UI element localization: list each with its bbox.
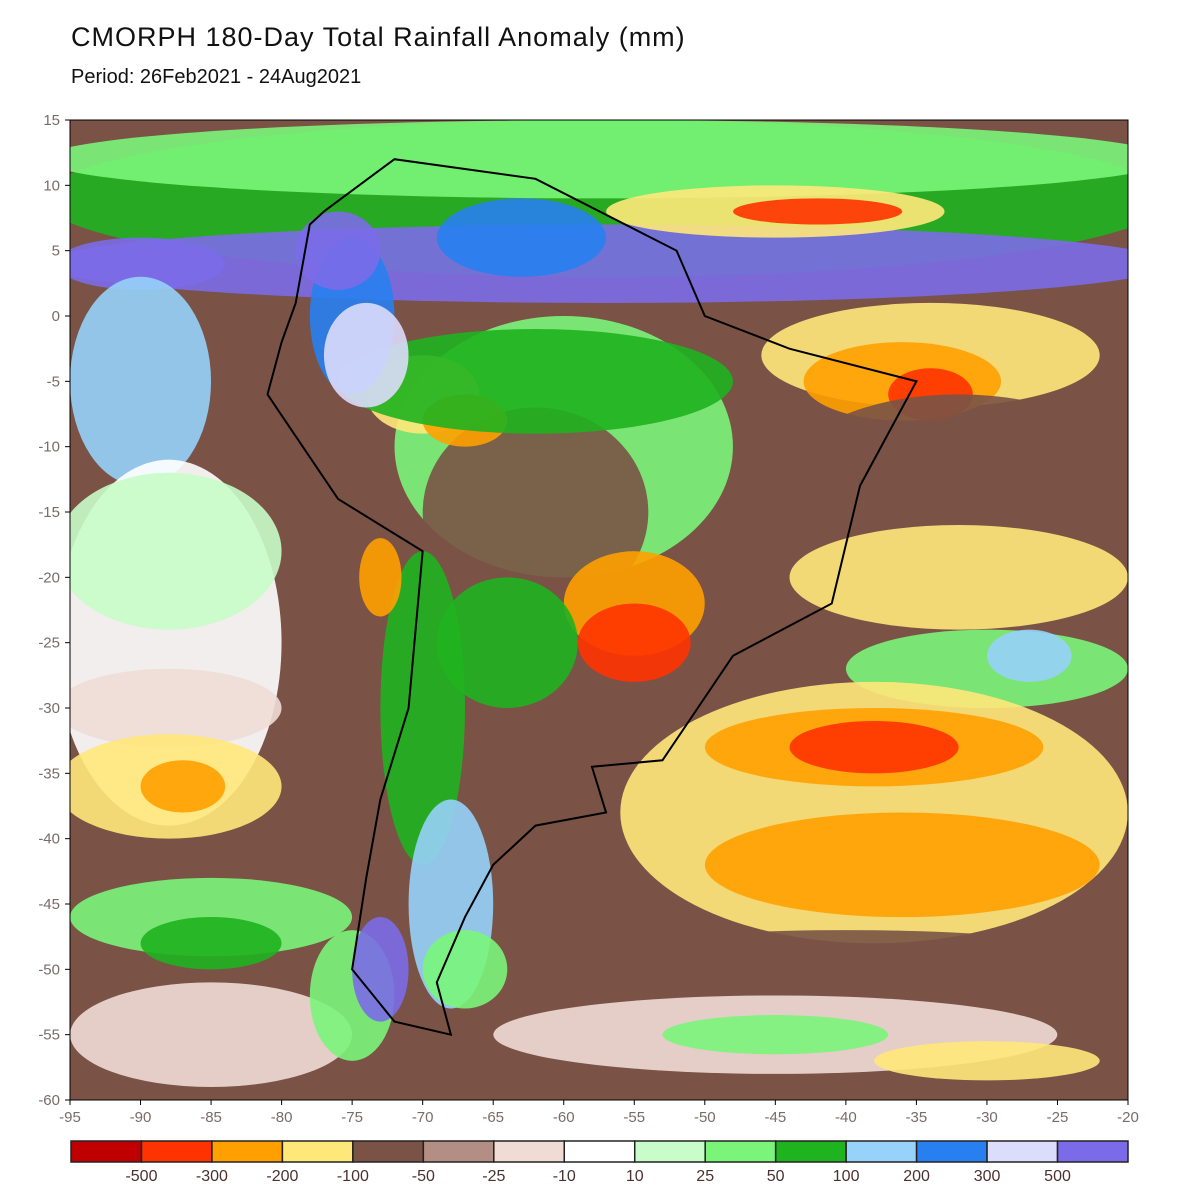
colorbar-swatch (1056, 1140, 1129, 1163)
anomaly-region (70, 982, 353, 1087)
anomaly-region (704, 812, 1100, 918)
anomaly-field (70, 120, 1128, 1100)
anomaly-region (70, 668, 282, 748)
x-tick-label: -95 (59, 1109, 81, 1126)
anomaly-region (338, 329, 733, 434)
south-america-coastline (266, 158, 918, 1037)
y-tick-label: -15 (38, 504, 60, 521)
colorbar-swatch (211, 1140, 284, 1163)
y-tick-label: -60 (38, 1092, 60, 1109)
colorbar-label: -50 (412, 1168, 435, 1185)
colorbar-label: -300 (196, 1168, 228, 1185)
colorbar-swatch (704, 1140, 777, 1163)
colorbar-label: -500 (125, 1168, 157, 1185)
x-tick-label: -40 (835, 1109, 857, 1126)
x-tick-label: -30 (976, 1109, 998, 1126)
anomaly-region (577, 603, 691, 682)
colorbar-label: -10 (553, 1168, 576, 1185)
anomaly-region (352, 917, 409, 1022)
y-tick-label: -55 (38, 1027, 60, 1044)
anomaly-region (140, 917, 282, 970)
anomaly-region (789, 394, 1128, 552)
anomaly-region (323, 302, 409, 408)
y-tick-label: 10 (43, 177, 60, 194)
colorbar-swatch (563, 1140, 636, 1163)
x-tick-label: -65 (482, 1109, 504, 1126)
x-tick-label: -70 (412, 1109, 434, 1126)
x-tick-label: -50 (694, 1109, 716, 1126)
colorbar-swatch (70, 1140, 143, 1163)
x-tick-label: -35 (906, 1109, 928, 1126)
x-tick-label: -90 (130, 1109, 152, 1126)
x-tick-label: -45 (764, 1109, 786, 1126)
colorbar-swatch (140, 1140, 213, 1163)
anomaly-region (662, 1015, 889, 1055)
anomaly-region (70, 237, 226, 290)
colorbar-label: 10 (626, 1168, 644, 1185)
colorbar-label: -25 (482, 1168, 505, 1185)
x-tick-label: -75 (341, 1109, 363, 1126)
colorbar-label: 50 (767, 1168, 785, 1185)
y-tick-label: -35 (38, 765, 60, 782)
colorbar: -500 -300 -200 -100 -50 -25 -10 10 25 50 100 200 300… (70, 1140, 1129, 1185)
colorbar-swatch (986, 1140, 1059, 1163)
anomaly-region (733, 198, 903, 225)
anomaly-region (986, 629, 1072, 682)
y-tick-label: -40 (38, 831, 60, 848)
anomaly-region (70, 276, 212, 486)
colorbar-swatch (352, 1140, 425, 1163)
x-tick-label: -60 (553, 1109, 575, 1126)
map-title: CMORPH 180-Day Total Rainfall Anomaly (m… (71, 22, 686, 52)
y-tick-label: 5 (52, 243, 60, 260)
y-tick-label: -50 (38, 961, 60, 978)
anomaly-region (359, 538, 402, 617)
x-tick-label: -20 (1117, 1109, 1139, 1126)
anomaly-region (70, 472, 282, 630)
anomaly-region (140, 760, 226, 813)
plot-frame (69, 119, 1129, 1101)
anomaly-region (535, 930, 1128, 1009)
anomaly-region (422, 930, 508, 1009)
colorbar-label: 25 (696, 1168, 714, 1185)
colorbar-label: 300 (974, 1168, 1001, 1185)
anomaly-region (436, 577, 578, 709)
y-tick-label: -25 (38, 635, 60, 652)
colorbar-label: -100 (337, 1168, 369, 1185)
anomaly-region (789, 721, 959, 774)
anomaly-region (789, 525, 1128, 630)
x-tick-label: -85 (200, 1109, 222, 1126)
colorbar-label: 500 (1044, 1168, 1071, 1185)
colorbar-swatch (422, 1140, 495, 1163)
colorbar-swatch (915, 1140, 988, 1163)
colorbar-swatch (633, 1140, 706, 1163)
colorbar-swatch (774, 1140, 847, 1163)
anomaly-region (874, 1041, 1100, 1081)
anomaly-region (70, 120, 1128, 199)
colorbar-swatch (281, 1140, 354, 1163)
anomaly-region (436, 198, 607, 277)
y-tick-label: -20 (38, 569, 60, 586)
period-subtitle: Period: 26Feb2021 - 24Aug2021 (71, 66, 362, 88)
x-tick-label: -25 (1047, 1109, 1069, 1126)
colorbar-label: 100 (833, 1168, 860, 1185)
x-tick-label: -80 (271, 1109, 293, 1126)
colorbar-swatch (845, 1140, 918, 1163)
y-tick-label: -45 (38, 896, 60, 913)
colorbar-swatch (493, 1140, 566, 1163)
colorbar-label: 200 (903, 1168, 930, 1185)
axis-ticks: -95 -90 -85 -80 -75 -70 -65 -60 -55 -50 -45 -40 -35-… (38, 112, 1139, 1126)
y-tick-label: 15 (43, 112, 60, 129)
x-tick-label: -55 (623, 1109, 645, 1126)
y-tick-label: 0 (52, 308, 60, 325)
y-tick-label: -5 (47, 373, 60, 390)
anomaly-region (295, 211, 381, 290)
y-tick-label: -10 (38, 439, 60, 456)
colorbar-label: -200 (266, 1168, 298, 1185)
y-tick-label: -30 (38, 700, 60, 717)
